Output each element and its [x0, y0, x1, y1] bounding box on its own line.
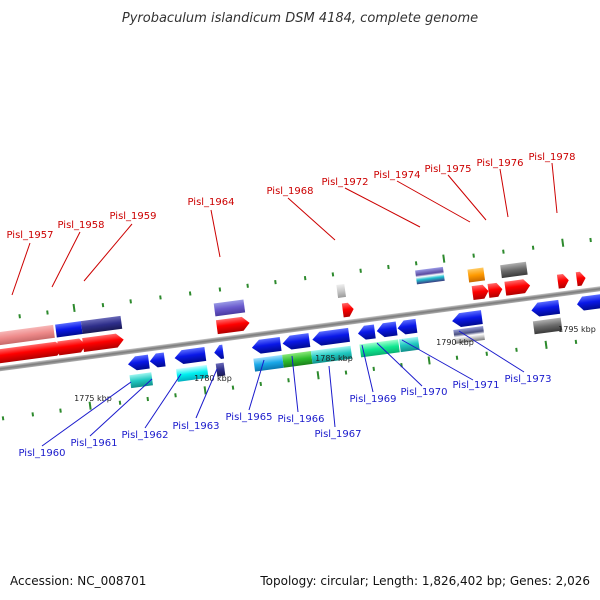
cds-1960[interactable]: [127, 354, 150, 372]
cog-bar: [213, 299, 246, 317]
cds-1965[interactable]: [251, 337, 282, 355]
cds-1963[interactable]: [213, 344, 225, 360]
cds-1962[interactable]: [174, 347, 207, 365]
gene-label[interactable]: Pisl_1960: [18, 448, 65, 459]
cds-1967[interactable]: [311, 327, 350, 347]
tick-label: 1795 kbp: [558, 325, 596, 334]
cog-bar: [215, 362, 226, 377]
gene-label[interactable]: Pisl_1974: [373, 170, 420, 181]
cds-1974[interactable]: [471, 284, 490, 301]
top-label-leaders: [11, 162, 558, 296]
gene-label[interactable]: Pisl_1964: [187, 197, 234, 208]
gene-label[interactable]: Pisl_1975: [424, 164, 471, 175]
forward-cds-track: [0, 271, 587, 368]
reverse-cds-track: [127, 294, 600, 371]
tick-label: 1785 kbp: [315, 354, 353, 363]
cds-1969[interactable]: [357, 324, 376, 340]
tick-label: 1790 kbp: [436, 338, 474, 347]
bottom-gene-labels: Pisl_1960 Pisl_1961 Pisl_1962 Pisl_1963 …: [18, 374, 551, 459]
gene-label[interactable]: Pisl_1973: [504, 374, 551, 385]
outer-tick-marks: [18, 237, 592, 319]
cog-bar: [467, 267, 486, 283]
cog-bar: [500, 261, 528, 279]
inner-tick-marks: [1, 339, 578, 421]
gene-label[interactable]: Pisl_1963: [172, 421, 219, 432]
cog-bar: [80, 315, 123, 335]
cds-1964[interactable]: [215, 316, 251, 335]
gene-label[interactable]: Pisl_1957: [6, 230, 53, 241]
cog-bar: [415, 266, 445, 285]
gene-label[interactable]: Pisl_1978: [528, 152, 575, 163]
gene-label[interactable]: Pisl_1965: [225, 412, 272, 423]
bottom-label-leaders: [41, 330, 525, 447]
gene-label[interactable]: Pisl_1969: [349, 394, 396, 405]
cds-1977[interactable]: [556, 273, 570, 289]
cds-1972[interactable]: [451, 310, 483, 328]
gene-label[interactable]: Pisl_1966: [277, 414, 324, 425]
gene-label[interactable]: Pisl_1976: [476, 158, 523, 169]
cog-bar: [0, 324, 55, 350]
gene-label[interactable]: Pisl_1962: [121, 430, 168, 441]
gene-label[interactable]: Pisl_1971: [452, 380, 499, 391]
cds-1961[interactable]: [149, 352, 166, 368]
cds-1968[interactable]: [341, 302, 355, 318]
cog-bar: [129, 372, 153, 389]
gene-label[interactable]: Pisl_1972: [321, 177, 368, 188]
gene-label[interactable]: Pisl_1967: [314, 429, 361, 440]
cds-1975[interactable]: [487, 282, 504, 298]
gene-label[interactable]: Pisl_1961: [70, 438, 117, 449]
gene-label[interactable]: Pisl_1958: [57, 220, 104, 231]
cds-1970[interactable]: [376, 321, 398, 339]
gene-label[interactable]: Pisl_1968: [266, 186, 313, 197]
cog-bar: [359, 339, 400, 358]
cog-bar: [453, 326, 485, 344]
cds-1959[interactable]: [82, 333, 124, 353]
map-title: Pyrobaculum islandicum DSM 4184, complet…: [122, 11, 478, 26]
cds-1978[interactable]: [575, 271, 587, 287]
genome-backbone: [0, 278, 600, 379]
cds-1957[interactable]: [0, 341, 65, 368]
cds-1966[interactable]: [282, 333, 311, 350]
cog-bar: [55, 321, 83, 338]
cog-bar: [253, 354, 284, 372]
cog-bar: [310, 345, 353, 364]
top-gene-labels: Pisl_1957 Pisl_1958 Pisl_1959 Pisl_1964 …: [6, 152, 575, 241]
gene-label[interactable]: Pisl_1970: [400, 387, 447, 398]
gene-label[interactable]: Pisl_1959: [109, 211, 156, 222]
cds-1979[interactable]: [576, 294, 600, 311]
cds-1976[interactable]: [504, 279, 531, 296]
cog-bar: [532, 317, 563, 335]
cds-1971[interactable]: [397, 318, 418, 335]
cog-top-track: [0, 261, 528, 350]
tick-label: 1775 kbp: [74, 394, 112, 403]
accession-text: Accession: NC_008701: [10, 574, 146, 588]
cog-bar: [282, 351, 313, 368]
cds-1958[interactable]: [57, 338, 87, 356]
cog-bar: [336, 284, 346, 298]
cog-bar: [176, 364, 209, 382]
genome-summary-text: Topology: circular; Length: 1,826,402 bp…: [259, 574, 590, 588]
cds-1973[interactable]: [530, 299, 561, 318]
